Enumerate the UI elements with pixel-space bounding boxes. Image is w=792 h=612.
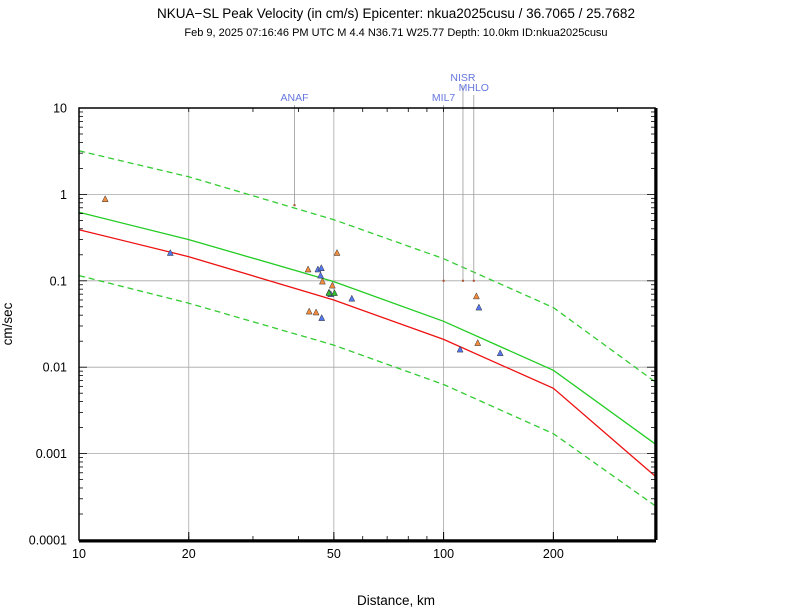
annotation-point bbox=[442, 279, 445, 282]
y-tick-label: 0.0001 bbox=[29, 534, 67, 548]
station-marker-blue-stations bbox=[317, 271, 325, 279]
station-marker-blue-stations bbox=[456, 345, 464, 353]
y-tick-label: 10 bbox=[53, 102, 67, 116]
annotation-label: NISR bbox=[450, 72, 476, 84]
chart-title: NKUA−SL Peak Velocity (in cm/s) Epicente… bbox=[157, 6, 635, 21]
y-tick-label: 1 bbox=[60, 188, 67, 202]
station-marker-orange-stations bbox=[312, 308, 320, 316]
annotation-point bbox=[461, 279, 465, 282]
station-marker-blue-stations bbox=[496, 349, 504, 357]
axis-ticks: 10 20 50 100 200 10 1 0.1 0.01 0.001 0.0001 bbox=[29, 102, 655, 561]
annotation-point bbox=[293, 203, 296, 207]
annotation-label: ANAF bbox=[280, 92, 308, 104]
station-marker-orange-stations bbox=[305, 307, 313, 315]
y-tick-label: 0.001 bbox=[36, 447, 67, 461]
curve-upper-bound bbox=[78, 150, 656, 383]
y-tick-label: 0.01 bbox=[43, 361, 67, 375]
station-marker-green-stations bbox=[325, 289, 333, 296]
curve-reference bbox=[78, 229, 656, 477]
plot-frame bbox=[78, 107, 656, 541]
annotation-point bbox=[472, 279, 475, 282]
y-tick-label: 0.1 bbox=[50, 274, 67, 288]
station-marker-blue-stations bbox=[317, 264, 325, 271]
x-tick-label: 100 bbox=[433, 547, 454, 561]
station-points bbox=[101, 195, 504, 357]
y-axis-label: cm/sec bbox=[0, 302, 15, 345]
x-axis-label: Distance, km bbox=[357, 593, 435, 608]
x-tick-label: 10 bbox=[72, 547, 86, 561]
station-marker-orange-stations bbox=[333, 248, 341, 256]
x-tick-label: 50 bbox=[327, 547, 341, 561]
station-marker-orange-stations bbox=[304, 265, 312, 273]
x-tick-label: 200 bbox=[543, 547, 564, 561]
annotation-label: MHLO bbox=[459, 82, 489, 94]
station-marker-blue-stations bbox=[475, 303, 483, 311]
curve-lower-bound bbox=[78, 274, 656, 507]
grid bbox=[79, 108, 655, 540]
station-marker-blue-stations bbox=[166, 248, 174, 256]
station-marker-blue-stations bbox=[318, 314, 326, 321]
x-tick-label: 20 bbox=[182, 547, 196, 561]
chart-subtitle: Feb 9, 2025 07:16:46 PM UTC M 4.4 N36.71… bbox=[184, 27, 607, 39]
station-marker-orange-stations bbox=[328, 281, 336, 289]
station-marker-green-stations bbox=[331, 289, 338, 296]
annotation-label: MIL7 bbox=[432, 92, 456, 104]
station-marker-orange-stations bbox=[474, 339, 482, 346]
station-marker-orange-stations bbox=[318, 277, 326, 285]
station-marker-orange-stations bbox=[472, 292, 480, 300]
station-marker-orange-stations bbox=[101, 195, 109, 202]
curve-median bbox=[78, 211, 656, 445]
station-marker-blue-stations bbox=[348, 294, 356, 302]
model-curves bbox=[78, 150, 656, 507]
